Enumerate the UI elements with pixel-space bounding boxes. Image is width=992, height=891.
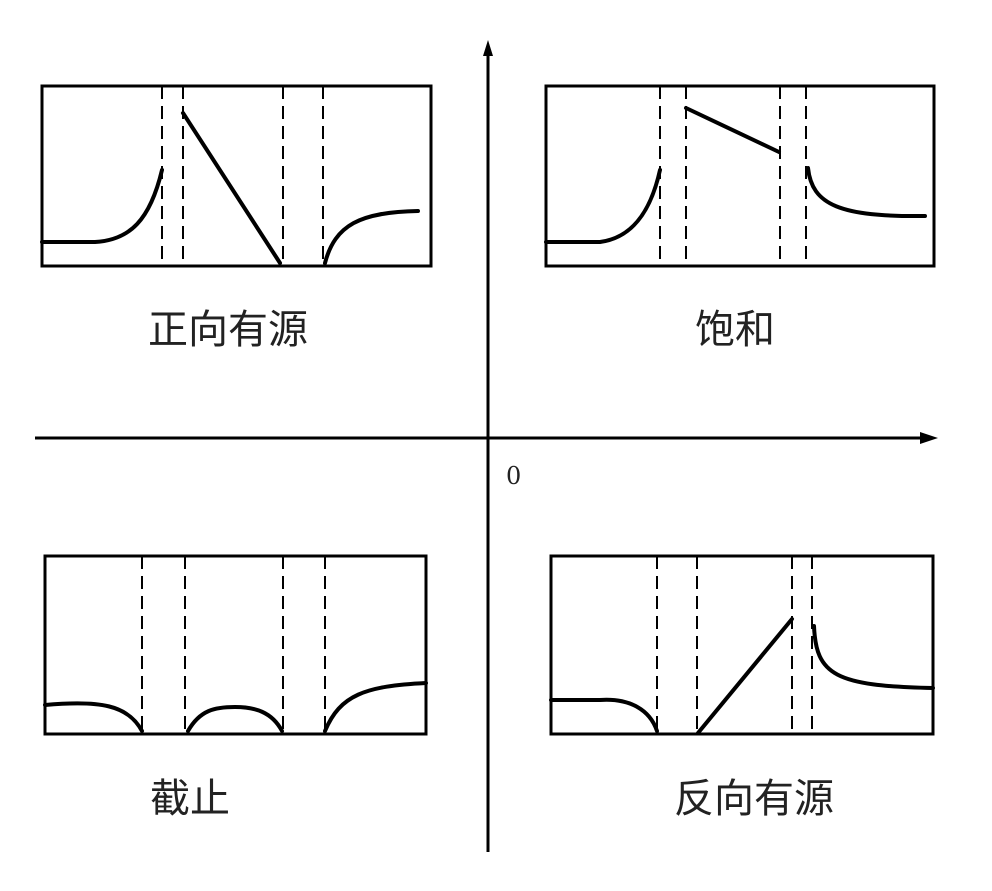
potential-curve	[323, 209, 420, 265]
potential-curve	[806, 166, 927, 219]
panel-frame	[544, 84, 936, 268]
panel-reverse-active	[549, 554, 935, 736]
potential-curve	[186, 705, 284, 733]
region-label-reverse-active: 反向有源	[674, 776, 834, 822]
panel-cutoff	[43, 554, 428, 736]
potential-curve	[323, 681, 428, 733]
panel-forward-active	[40, 84, 433, 268]
potential-curve	[40, 168, 164, 244]
vertical-axis-arrow	[483, 40, 493, 56]
horizontal-axis-arrow	[920, 432, 938, 444]
panel-frame	[549, 554, 935, 736]
potential-curve	[181, 111, 282, 265]
potential-curve	[43, 701, 144, 733]
region-label-saturation: 饱和	[695, 307, 775, 353]
origin-label: 0	[506, 462, 521, 490]
panel-frame	[40, 84, 433, 268]
potential-curve	[812, 624, 935, 690]
region-label-forward-active: 正向有源	[148, 307, 308, 353]
potential-curve	[544, 168, 662, 244]
potential-curve	[549, 697, 659, 733]
potential-curve	[696, 617, 794, 735]
panel-frame	[43, 554, 428, 736]
axes: 0	[35, 40, 938, 852]
panel-saturation	[544, 84, 936, 268]
region-label-cutoff: 截止	[150, 776, 230, 822]
potential-curve	[684, 106, 781, 154]
